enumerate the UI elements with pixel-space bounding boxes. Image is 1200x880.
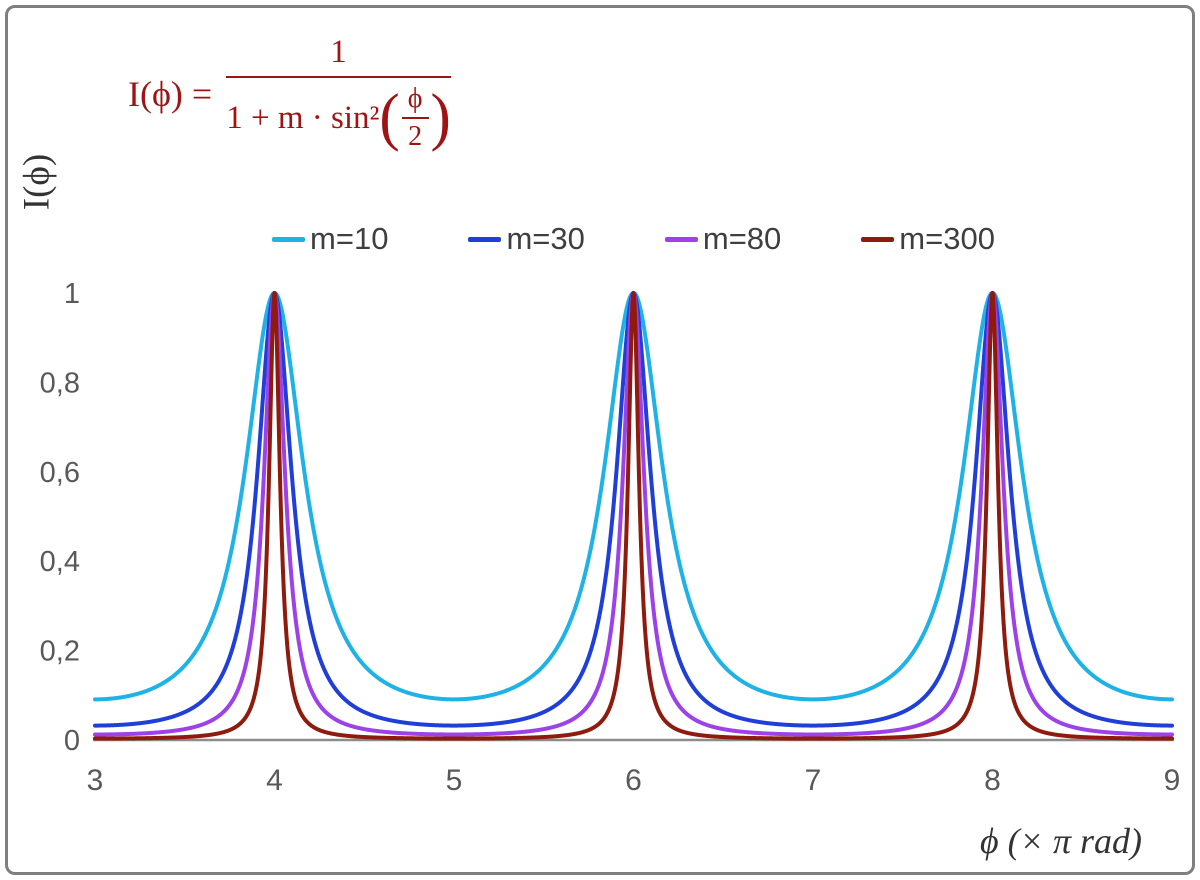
x-tick-label: 8 xyxy=(984,764,1001,797)
y-tick-label: 1 xyxy=(64,278,80,310)
y-tick-label: 0,4 xyxy=(40,546,80,578)
y-tick-label: 0,6 xyxy=(40,457,80,489)
y-tick-label: 0,2 xyxy=(40,636,80,668)
left-paren: ( xyxy=(379,82,400,153)
formula-numerator: 1 xyxy=(226,34,451,78)
legend-item-m30: m=30 xyxy=(468,221,585,257)
legend-item-m300: m=300 xyxy=(861,221,995,257)
legend-label-m10: m=10 xyxy=(310,221,389,256)
curve-m=300 xyxy=(93,291,1174,741)
x-tick-label: 5 xyxy=(446,764,463,797)
legend-swatch-m10 xyxy=(272,236,306,242)
legend-label-m300: m=300 xyxy=(899,221,995,256)
y-tick-label: 0,8 xyxy=(40,367,80,399)
legend-swatch-m30 xyxy=(468,236,502,242)
x-tick-label: 7 xyxy=(805,764,822,797)
legend-item-m10: m=10 xyxy=(272,221,388,257)
legend-label-m30: m=30 xyxy=(506,221,585,256)
legend-item-m80: m=80 xyxy=(664,221,782,257)
formula-denominator: 1 + m · sin² ( ϕ 2 ) xyxy=(226,78,451,153)
legend-swatch-m80 xyxy=(664,236,698,242)
x-tick-label: 9 xyxy=(1164,764,1181,797)
y-axis-label: I(ϕ) xyxy=(16,153,58,211)
x-tick-label: 4 xyxy=(266,764,283,797)
formula-inner-fraction: ϕ 2 xyxy=(401,83,429,153)
inner-numerator: ϕ xyxy=(401,83,429,119)
legend-swatch-m300 xyxy=(861,236,895,242)
x-axis-label: ϕ (× π rad) xyxy=(980,821,1142,861)
legend-label-m80: m=80 xyxy=(702,221,782,256)
y-tick-label: 0 xyxy=(64,725,80,757)
right-paren: ) xyxy=(430,82,451,153)
formula-den-text: 1 + m · sin² xyxy=(226,99,380,136)
formula-lhs: I(ϕ) = xyxy=(128,73,213,114)
formula: I(ϕ) = 1 1 + m · sin² ( ϕ 2 ) xyxy=(128,34,451,153)
curve-m=30 xyxy=(93,291,1174,728)
x-tick-label: 6 xyxy=(625,764,642,797)
curve-m=80 xyxy=(93,291,1174,737)
x-tick-label: 3 xyxy=(87,764,104,797)
formula-fraction: 1 1 + m · sin² ( ϕ 2 ) xyxy=(226,34,451,153)
inner-denominator: 2 xyxy=(408,121,423,152)
legend: m=10 m=30 m=80 m=300 xyxy=(95,221,1172,257)
